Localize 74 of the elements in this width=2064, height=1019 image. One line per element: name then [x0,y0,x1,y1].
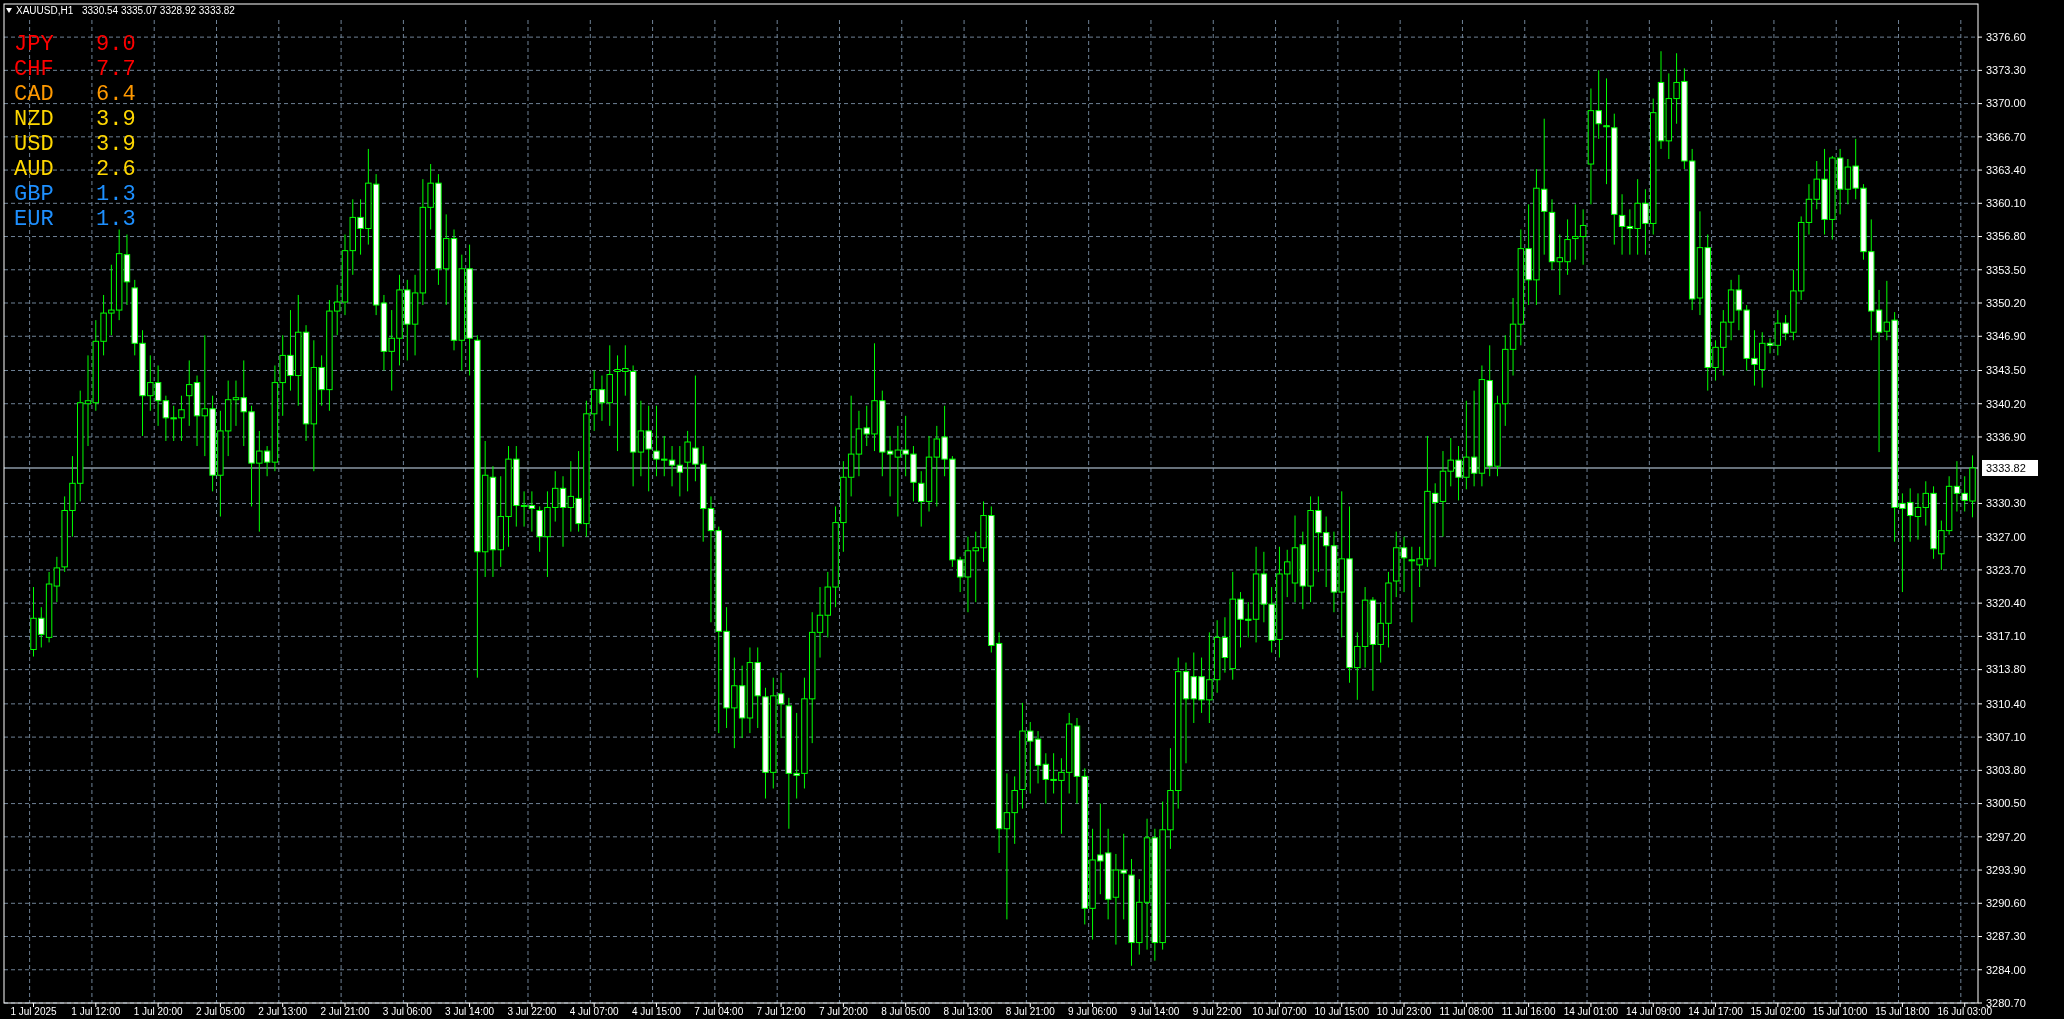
y-tick-label: 3293.90 [1986,863,2026,876]
x-tick-label: 10 Jul 15:00 [1314,1006,1370,1017]
y-tick-label: 3320.40 [1986,597,2026,609]
x-tick-label: 1 Jul 12:00 [71,1006,121,1017]
text: AUD 2.6 [14,157,136,182]
y-tick-label: 3290.60 [1986,897,2026,910]
y-tick-label: 3284.00 [1986,963,2026,976]
x-tick-label: 16 Jul 03:00 [1937,1006,1993,1017]
x-tick-label: 8 Jul 05:00 [881,1006,931,1017]
y-tick-label: 3343.50 [1986,364,2026,377]
y-tick-label: 3310.40 [1986,697,2026,710]
y-tick-label: 3317.10 [1986,630,2026,643]
x-tick-label: 15 Jul 10:00 [1812,1006,1868,1017]
x-tick-label: 3 Jul 14:00 [445,1006,495,1017]
x-tick-label: 14 Jul 17:00 [1688,1006,1744,1017]
x-tick-label: 1 Jul 2025 [10,1006,58,1017]
y-tick-label: 3350.20 [1986,296,2026,309]
y-tick-label: 3323.70 [1986,563,2026,576]
x-tick-label: 4 Jul 15:00 [632,1006,682,1017]
x-tick-label: 8 Jul 21:00 [1005,1006,1056,1017]
y-tick-label: 3303.80 [1986,764,2026,777]
y-tick-label: 3280.70 [1986,996,2026,1009]
x-tick-label: 1 Jul 20:00 [133,1006,183,1017]
candlestick [1603,77,1610,185]
text: USD 3.9 [14,132,136,157]
x-tick-label: 3 Jul 22:00 [507,1006,557,1017]
x-tick-label: 2 Jul 21:00 [320,1006,370,1017]
y-tick-label: 3366.70 [1986,130,2026,143]
text: GBP 1.3 [14,182,136,207]
y-tick-label: 3360.10 [1986,197,2026,210]
text: CAD 6.4 [14,82,136,107]
x-tick-label: 10 Jul 23:00 [1376,1006,1432,1017]
y-tick-label: 3353.50 [1986,263,2026,276]
x-tick-label: 15 Jul 18:00 [1875,1006,1931,1017]
x-tick-label: 15 Jul 02:00 [1750,1006,1806,1017]
x-tick-label: 3 Jul 06:00 [382,1006,433,1017]
y-tick-label: 3300.50 [1986,797,2026,810]
chart-title: XAUUSD,H1 [16,5,74,16]
y-tick-label: 3307.10 [1986,730,2026,743]
chart-subtitle: 3330.54 3335.07 3328.92 3333.82 [82,5,236,16]
candlestick [528,490,536,533]
y-tick-label: 3373.30 [1986,64,2026,77]
text: EUR 1.3 [14,207,136,232]
x-tick-label: 8 Jul 13:00 [943,1006,993,1017]
y-tick-label: 3363.40 [1986,163,2026,176]
y-tick-label: 3370.00 [1986,97,2026,110]
y-tick-label: 3356.80 [1986,230,2026,243]
x-tick-label: 2 Jul 13:00 [258,1006,308,1017]
x-tick-label: 7 Jul 12:00 [756,1006,806,1017]
y-tick-label: 3346.90 [1986,330,2026,343]
x-tick-label: 10 Jul 07:00 [1252,1006,1308,1017]
y-tick-label: 3336.90 [1986,430,2026,443]
y-tick-label: 3327.00 [1986,530,2026,543]
x-tick-label: 7 Jul 04:00 [694,1006,744,1017]
x-tick-label: 11 Jul 16:00 [1501,1006,1556,1017]
x-tick-label: 9 Jul 22:00 [1192,1006,1243,1017]
y-tick-label: 3313.80 [1986,663,2026,676]
x-tick-label: 11 Jul 08:00 [1439,1006,1494,1017]
y-tick-label: 3330.30 [1986,497,2026,510]
x-tick-label: 2 Jul 05:00 [195,1006,246,1017]
y-tick-label: 3340.20 [1986,397,2026,410]
y-tick-label: 3297.20 [1986,830,2026,843]
x-tick-label: 9 Jul 06:00 [1068,1006,1118,1017]
x-tick-label: 14 Jul 01:00 [1563,1006,1619,1017]
y-tick-label: 3287.30 [1986,930,2026,943]
x-tick-label: 14 Jul 09:00 [1625,1006,1681,1017]
text: CHF 7.7 [14,57,136,82]
x-tick-label: 4 Jul 07:00 [569,1006,620,1017]
y-tick-label: 3376.60 [1986,30,2026,43]
x-tick-label: 7 Jul 20:00 [818,1006,869,1017]
x-tick-label: 9 Jul 14:00 [1130,1006,1180,1017]
ref-line-label: 3333.82 [1986,461,2026,474]
text: NZD 3.9 [14,107,136,132]
text: JPY 9.0 [14,32,136,57]
